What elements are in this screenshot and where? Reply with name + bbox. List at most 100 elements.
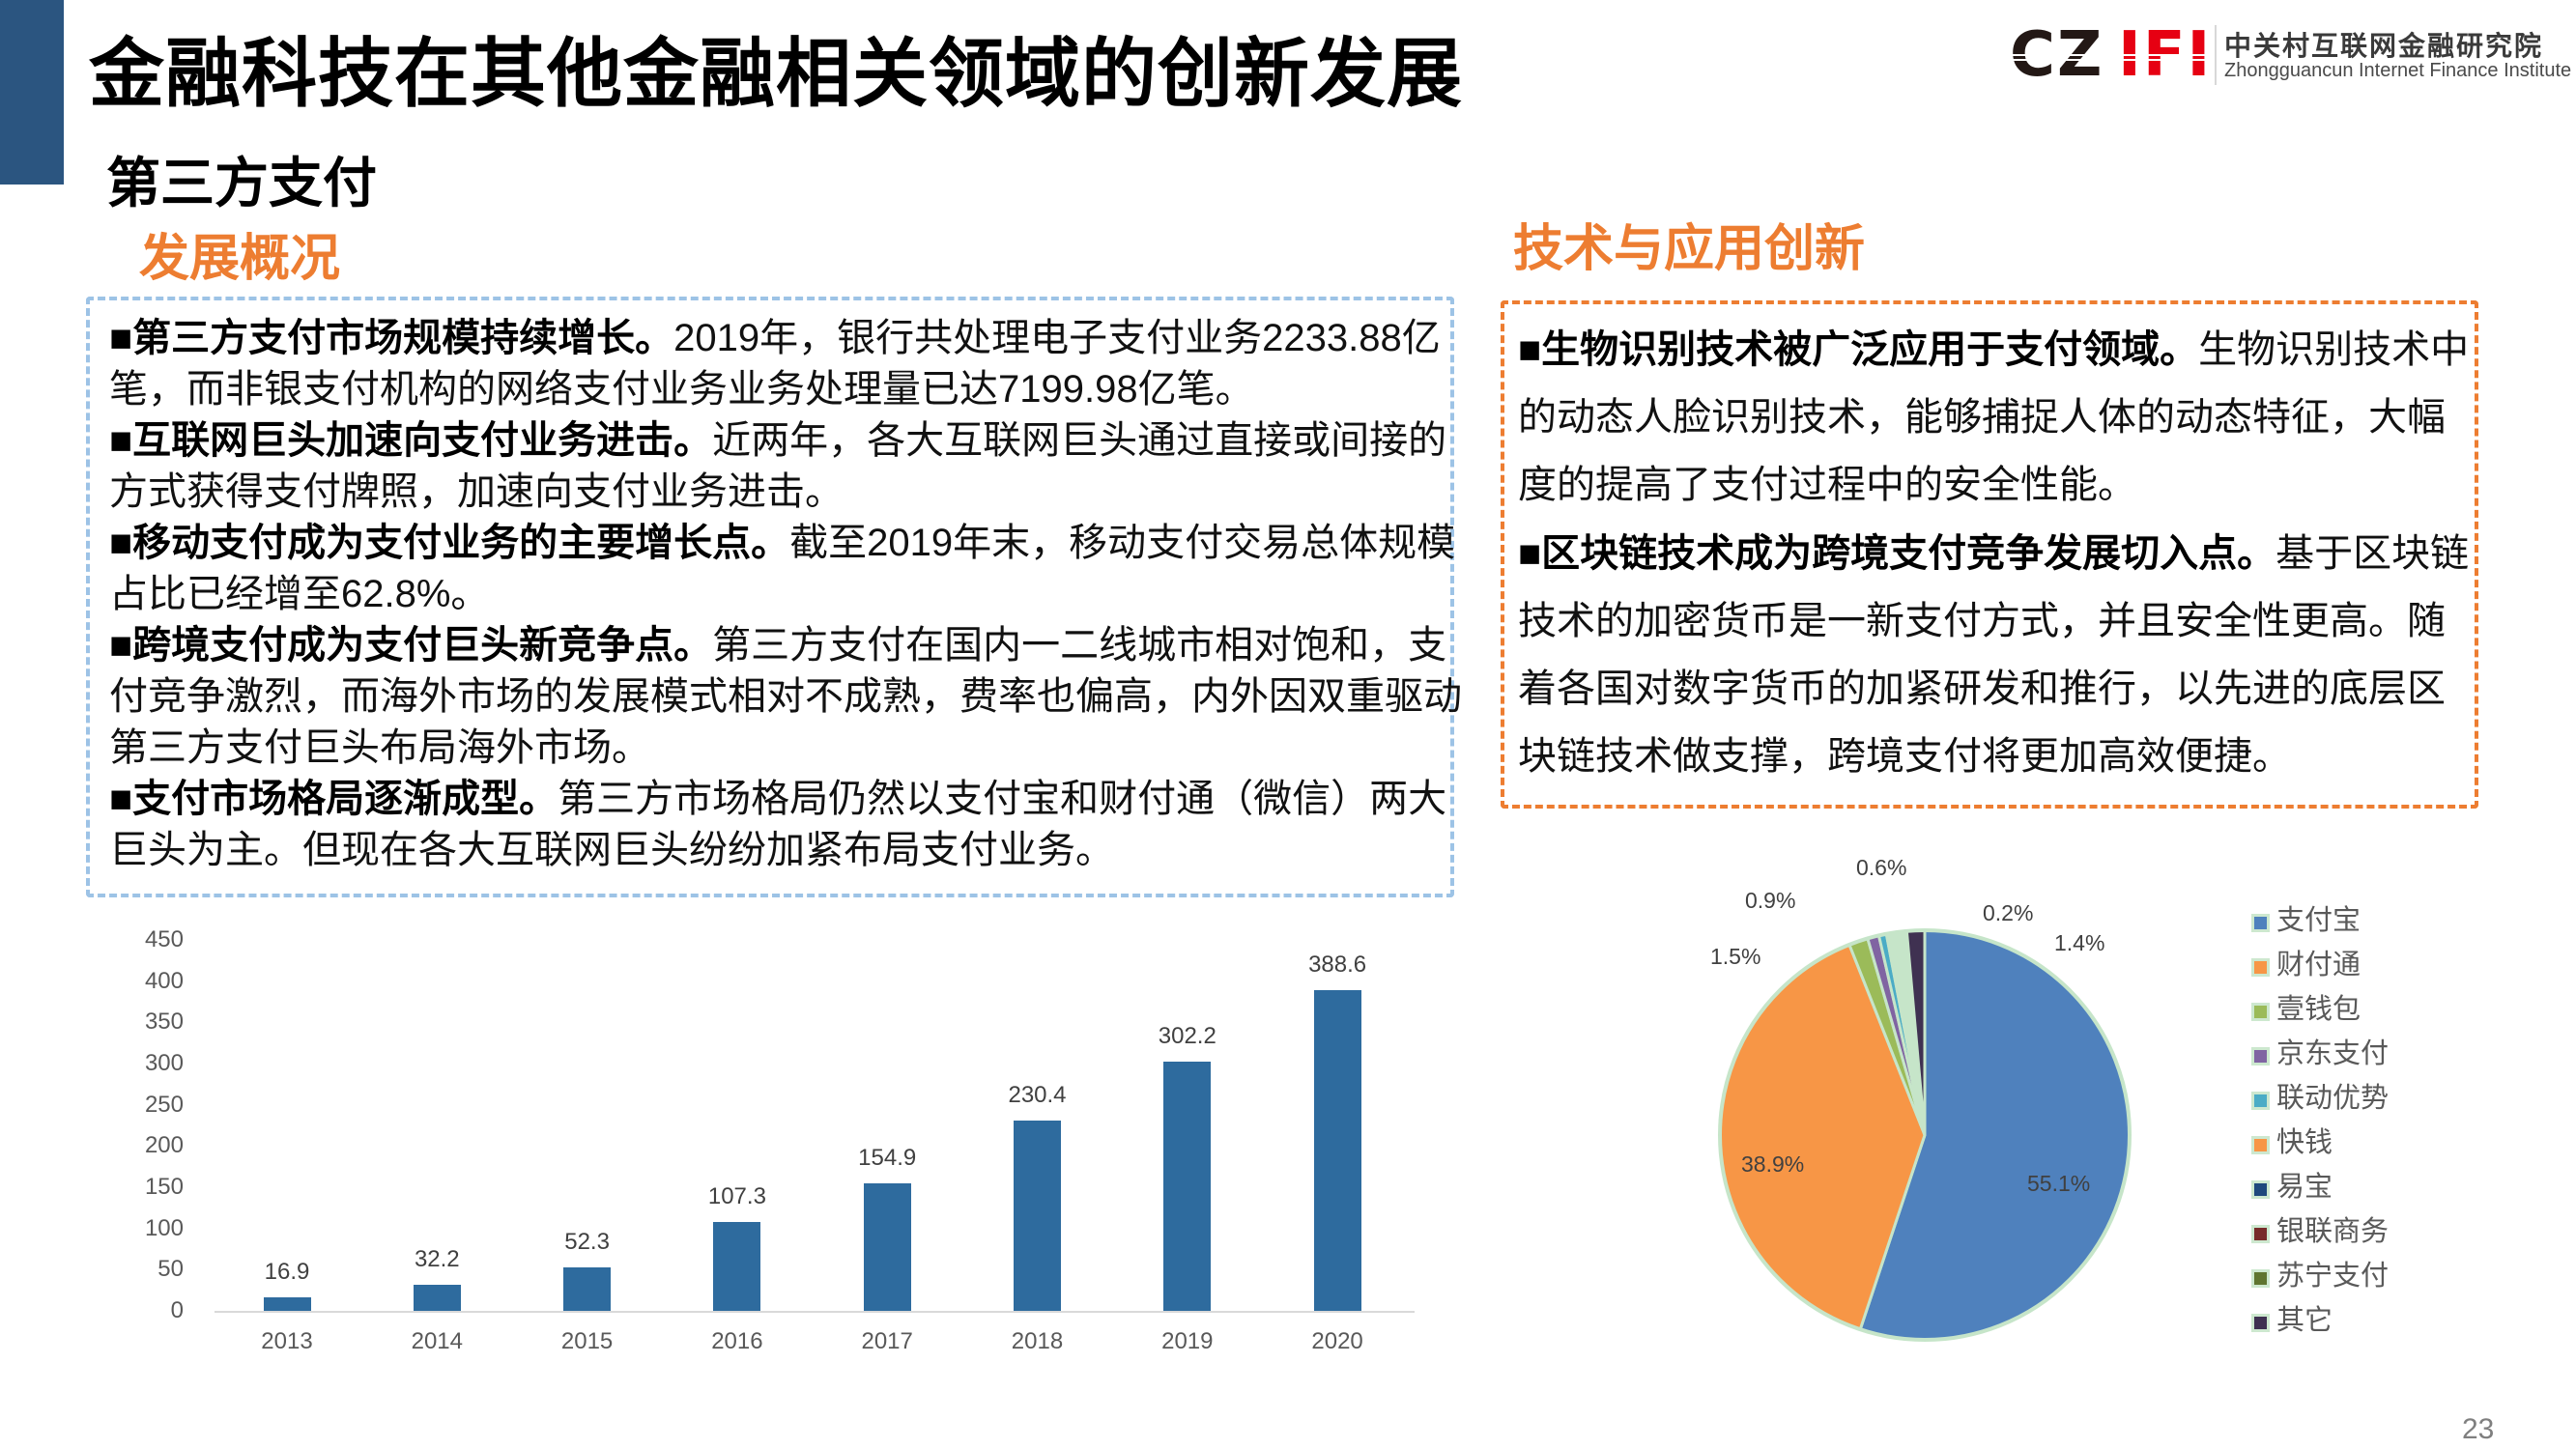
bar-2018 bbox=[1014, 1121, 1061, 1311]
y-tick-label: 100 bbox=[144, 1214, 184, 1241]
tech-line: 着各国对数字货币的加紧研发和推行，以先进的底层区 bbox=[1518, 665, 2446, 713]
legend-label: 京东支付 bbox=[2276, 1038, 2390, 1069]
overview-line: 巨头为主。但现在各大互联网巨头纷纷加紧布局支付业务。 bbox=[109, 826, 1114, 874]
bullet-text: 近两年，各大互联网巨头通过直接或间接的 bbox=[712, 419, 1447, 462]
y-tick-label: 450 bbox=[144, 926, 184, 952]
bullet-text: 第三方支付巨头布局海外市场。 bbox=[109, 726, 650, 769]
legend-swatch-icon bbox=[2251, 1003, 2270, 1021]
overview-text-box: ■第三方支付市场规模持续增长。2019年，银行共处理电子支付业务2233.88亿… bbox=[86, 297, 1462, 897]
legend-swatch-icon bbox=[2251, 1180, 2270, 1199]
x-tick-label: 2018 bbox=[1011, 1328, 1064, 1354]
bullet-heading: ■区块链技术成为跨境支付竞争发展切入点。 bbox=[1518, 532, 2276, 575]
pie-legend: 支付宝 财付通 壹钱包 京东支付 联动优势 快钱 易宝 银联商务 苏宁支付 其它 bbox=[2251, 903, 2464, 1338]
bullet-text: 度的提高了支付过程中的安全性能。 bbox=[1518, 464, 2136, 506]
legend-label: 易宝 bbox=[2276, 1172, 2333, 1203]
bullet-text: 基于区块链 bbox=[2275, 532, 2470, 575]
bullet-text: 2019年，银行共处理电子支付业务2233.88亿 bbox=[673, 317, 1441, 359]
brand-accent-bar bbox=[0, 0, 64, 185]
overview-heading: 发展概况 bbox=[139, 231, 341, 287]
bullet-text: 技术的加密货币是一新支付方式，并且安全性更高。随 bbox=[1518, 600, 2446, 642]
legend-item: 快钱 bbox=[2251, 1125, 2464, 1164]
legend-label: 银联商务 bbox=[2276, 1216, 2390, 1247]
tech-line: 块链技术做支撑，跨境支付将更加高效便捷。 bbox=[1518, 732, 2291, 781]
logo-stripe bbox=[2010, 59, 2208, 61]
y-tick-label: 0 bbox=[170, 1297, 184, 1323]
overview-line: 方式获得支付牌照，加速向支付业务进击。 bbox=[109, 468, 844, 516]
pie-value-label: 55.1% bbox=[2027, 1171, 2091, 1196]
x-tick-label: 2015 bbox=[560, 1328, 614, 1354]
legend-item: 支付宝 bbox=[2251, 903, 2464, 942]
x-tick-label: 2020 bbox=[1311, 1328, 1363, 1354]
institute-logo: CZ IFI 中关村互联网金融研究院 Zhongguancun Internet… bbox=[2010, 21, 2572, 89]
bar-2016 bbox=[713, 1222, 761, 1311]
y-tick-label: 50 bbox=[157, 1256, 184, 1283]
legend-swatch-icon bbox=[2251, 914, 2270, 932]
bar-2015 bbox=[563, 1267, 612, 1311]
bar-value-label: 154.9 bbox=[858, 1144, 917, 1171]
bar-value-label: 32.2 bbox=[414, 1245, 460, 1272]
legend-label: 苏宁支付 bbox=[2276, 1261, 2390, 1292]
tech-line: 的动态人脸识别技术，能够捕捉人体的动态特征，大幅 bbox=[1518, 393, 2446, 441]
overview-line: ■跨境支付成为支付巨头新竞争点。第三方支付在国内一二线城市相对饱和，支 bbox=[109, 621, 1446, 669]
legend-swatch-icon bbox=[2251, 1269, 2270, 1288]
overview-line: ■互联网巨头加速向支付业务进击。近两年，各大互联网巨头通过直接或间接的 bbox=[109, 416, 1446, 465]
bullet-heading: ■第三方支付市场规模持续增长。 bbox=[109, 317, 674, 359]
legend-item: 联动优势 bbox=[2251, 1081, 2464, 1120]
bar-value-label: 388.6 bbox=[1308, 952, 1367, 979]
x-tick-label: 2017 bbox=[861, 1328, 913, 1354]
payment-volume-bar-chart: 0 50 100 150 200 250 300 350 400 450 16.9 2013 32.2 2… bbox=[97, 918, 1469, 1372]
bullet-text: 着各国对数字货币的加紧研发和推行，以先进的底层区 bbox=[1518, 668, 2446, 710]
legend-item: 银联商务 bbox=[2251, 1214, 2464, 1253]
bar-value-label: 16.9 bbox=[264, 1258, 310, 1285]
bullet-heading: ■生物识别技术被广泛应用于支付领域。 bbox=[1518, 328, 2199, 371]
bar-2020 bbox=[1313, 990, 1361, 1311]
section-title: 第三方支付 bbox=[106, 153, 377, 213]
y-tick-label: 400 bbox=[144, 967, 184, 994]
legend-item: 苏宁支付 bbox=[2251, 1259, 2464, 1297]
legend-swatch-icon bbox=[2251, 1092, 2270, 1110]
bar-value-label: 107.3 bbox=[707, 1183, 766, 1210]
y-tick-label: 200 bbox=[144, 1132, 184, 1159]
bar-value-label: 230.4 bbox=[1008, 1082, 1067, 1109]
pie-value-label: 0.9% bbox=[1745, 888, 1796, 913]
logo-divider bbox=[2215, 25, 2217, 85]
bar-2013 bbox=[263, 1296, 311, 1311]
overview-line: ■第三方支付市场规模持续增长。2019年，银行共处理电子支付业务2233.88亿 bbox=[109, 314, 1441, 362]
page-number: 23 bbox=[2462, 1413, 2495, 1445]
bullet-text: 生物识别技术中 bbox=[2198, 328, 2470, 371]
tech-line: ■生物识别技术被广泛应用于支付领域。生物识别技术中 bbox=[1518, 326, 2469, 374]
tech-line: ■区块链技术成为跨境支付竞争发展切入点。基于区块链 bbox=[1518, 529, 2469, 578]
bullet-text: 第三方市场格局仍然以支付宝和财付通（微信）两大 bbox=[558, 778, 1447, 820]
x-tick-label: 2014 bbox=[411, 1328, 463, 1354]
bullet-text: 第三方支付在国内一二线城市相对饱和，支 bbox=[712, 624, 1447, 667]
overview-line: ■支付市场格局逐渐成型。第三方市场格局仍然以支付宝和财付通（微信）两大 bbox=[109, 775, 1446, 823]
x-tick-label: 2013 bbox=[261, 1328, 313, 1354]
bullet-text: 的动态人脸识别技术，能够捕捉人体的动态特征，大幅 bbox=[1518, 396, 2446, 439]
logo-name-en: Zhongguancun Internet Finance Institute bbox=[2224, 60, 2572, 81]
legend-item: 财付通 bbox=[2251, 948, 2464, 986]
legend-item: 壹钱包 bbox=[2251, 992, 2464, 1031]
logo-stripe bbox=[2010, 54, 2208, 56]
bar-value-label: 52.3 bbox=[564, 1229, 610, 1256]
tech-innovation-text-box: ■生物识别技术被广泛应用于支付领域。生物识别技术中 的动态人脸识别技术，能够捕捉… bbox=[1501, 300, 2478, 809]
legend-item: 易宝 bbox=[2251, 1170, 2464, 1208]
legend-item: 京东支付 bbox=[2251, 1037, 2464, 1075]
legend-label: 财付通 bbox=[2276, 950, 2361, 980]
bullet-text: 笔，而非银支付机构的网络支付业务业务处理量已达7199.98亿笔。 bbox=[109, 368, 1254, 411]
pie-value-label: 38.9% bbox=[1741, 1151, 1805, 1177]
legend-swatch-icon bbox=[2251, 1314, 2270, 1332]
legend-item: 其它 bbox=[2251, 1303, 2464, 1342]
logo-name-cn: 中关村互联网金融研究院 bbox=[2224, 31, 2544, 61]
tech-line: 度的提高了支付过程中的安全性能。 bbox=[1518, 461, 2136, 509]
pie-value-label: 1.4% bbox=[2054, 930, 2105, 955]
bar-2019 bbox=[1163, 1062, 1212, 1311]
bar-2014 bbox=[413, 1284, 461, 1311]
bullet-heading: ■互联网巨头加速向支付业务进击。 bbox=[109, 419, 713, 462]
tech-innovation-heading: 技术与应用创新 bbox=[1513, 221, 1866, 277]
pie-value-label: 0.2% bbox=[1983, 900, 2034, 925]
legend-label: 快钱 bbox=[2276, 1127, 2333, 1158]
y-tick-label: 350 bbox=[144, 1009, 184, 1036]
bullet-heading: ■支付市场格局逐渐成型。 bbox=[109, 778, 558, 820]
bullet-text: 方式获得支付牌照，加速向支付业务进击。 bbox=[109, 470, 844, 513]
overview-line: 占比已经增至62.8%。 bbox=[109, 570, 489, 618]
